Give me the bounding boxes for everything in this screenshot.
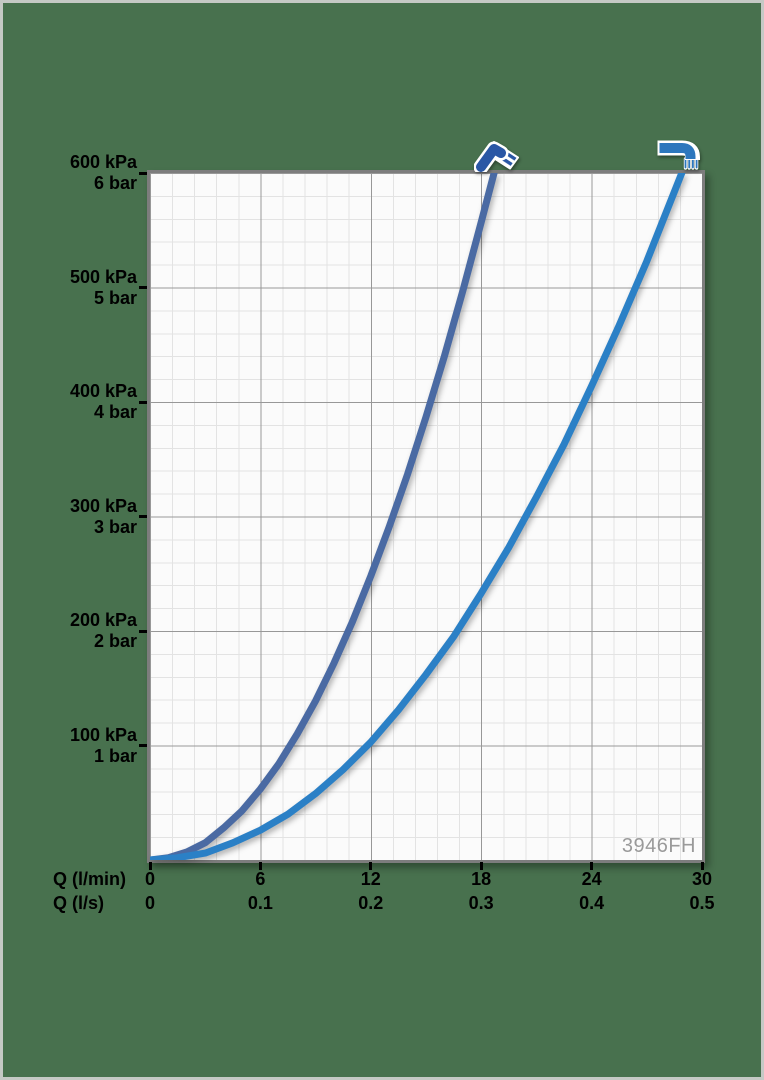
plot-area: 3946FH: [147, 170, 705, 863]
spout-pipe: [659, 143, 696, 162]
x-tick-label-lmin: 0: [144, 869, 155, 889]
curves-layer: [150, 173, 686, 860]
y-axis-label-kpa: 100 kPa: [69, 724, 137, 745]
x-tick-label-lmin: 18: [471, 869, 492, 889]
x-axis-tick: [369, 862, 373, 870]
x-axis-tick: [590, 862, 594, 870]
y-axis-label: 500 kPa 5 bar: [19, 267, 137, 309]
y-axis-label-kpa: 300 kPa: [69, 495, 137, 516]
y-axis-label-kpa: 500 kPa: [69, 266, 137, 287]
water-stream: [683, 157, 699, 170]
x-tick-label-lmin: 12: [360, 869, 381, 889]
x-tick-label-ls: 0.2: [358, 893, 384, 913]
x-tick-label-ls: 0: [144, 893, 155, 913]
spout-curve: [150, 173, 686, 860]
x-tick-label-lmin: 24: [581, 869, 602, 889]
y-axis-label-bar: 1 bar: [93, 745, 137, 766]
hand-shower-icon: [474, 141, 519, 172]
y-axis-label-kpa: 200 kPa: [69, 610, 137, 630]
y-axis-tick: [139, 286, 147, 289]
y-axis-label-kpa: 400 kPa: [69, 381, 137, 401]
y-axis-label-bar: 3 bar: [93, 516, 137, 537]
x-tick-label-lmin: 30: [691, 869, 713, 889]
y-axis-label: 300 kPa 3 bar: [19, 496, 137, 538]
y-axis-label: 400 kPa 4 bar: [19, 381, 137, 423]
x-tick-label-ls: 0.1: [247, 893, 273, 913]
x-axis-tick: [258, 862, 262, 870]
x-tick-label-lmin: 6: [255, 869, 266, 889]
y-axis-label-bar: 2 bar: [93, 631, 137, 651]
x-tick-label-ls: 0.5: [689, 893, 715, 913]
x-axis-tick: [700, 862, 704, 870]
y-axis-label: 200 kPa 2 bar: [19, 610, 137, 652]
y-axis-label-bar: 5 bar: [93, 287, 137, 308]
x-axis-tick: [148, 862, 152, 870]
y-axis-label-kpa: 600 kPa: [69, 152, 137, 172]
x-axis-label-lmin: Q (l/min): [53, 869, 126, 889]
y-axis-label: 100 kPa 1 bar: [19, 725, 137, 767]
product-code: 3946FH: [621, 835, 696, 857]
x-axis-label-ls: Q (l/s): [53, 893, 105, 913]
y-axis-tick: [139, 400, 147, 404]
y-axis-tick: [139, 629, 147, 633]
y-axis-label-bar: 6 bar: [93, 173, 137, 193]
x-tick-label-ls: 0.3: [468, 893, 494, 913]
y-axis-tick: [139, 515, 147, 518]
hand-shower-curve: [150, 173, 498, 860]
x-tick-label-ls: 0.4: [579, 893, 605, 913]
y-axis-tick: [139, 171, 147, 175]
x-axis-tick: [479, 862, 483, 870]
y-axis-label: 600 kPa 6 bar: [19, 152, 137, 194]
shower-handle: [476, 144, 506, 172]
y-axis-tick: [139, 744, 147, 747]
spout-icon: [657, 140, 700, 170]
y-axis-label-bar: 4 bar: [93, 402, 137, 422]
